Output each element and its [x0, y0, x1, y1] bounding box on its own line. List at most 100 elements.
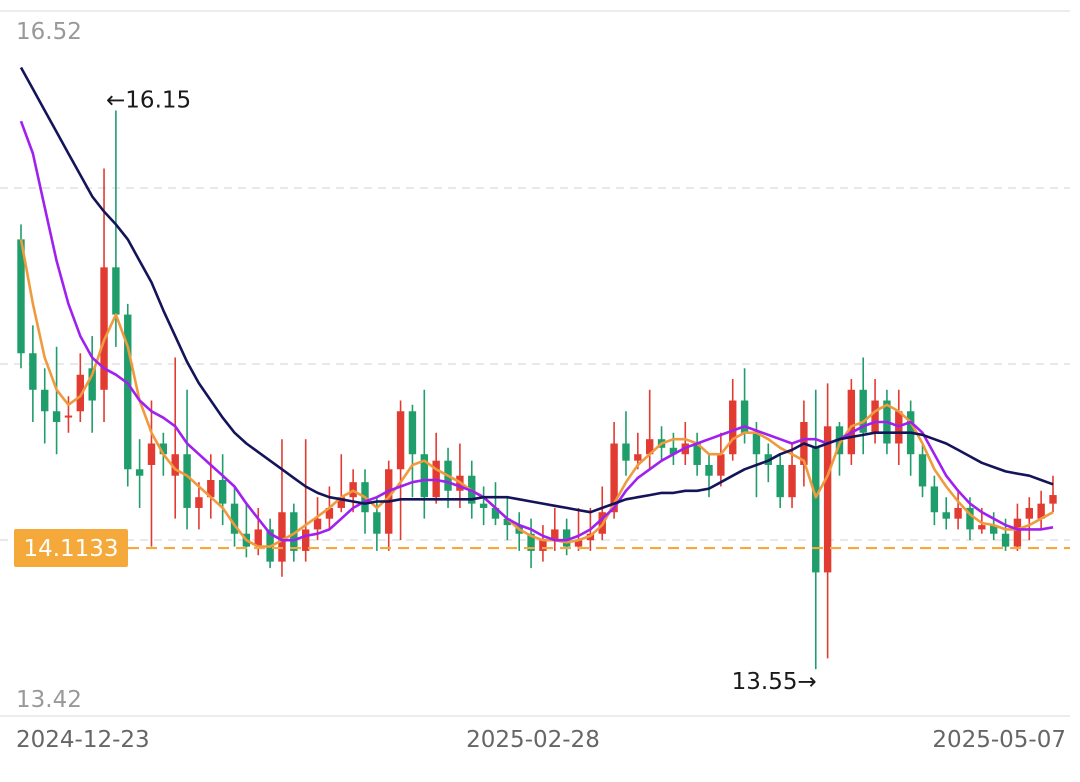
candle-body	[88, 368, 96, 401]
candle	[776, 454, 784, 508]
candle-body	[859, 389, 867, 433]
candle-body	[527, 533, 535, 551]
candle-body	[278, 512, 286, 562]
candle-body	[1049, 495, 1057, 504]
candle	[847, 379, 856, 465]
candle-body	[729, 400, 737, 455]
x-axis-date-start: 2024-12-23	[16, 727, 150, 753]
candle	[918, 443, 927, 498]
candle	[1037, 490, 1045, 530]
candle-body	[420, 454, 429, 498]
candle-body	[634, 454, 642, 461]
candle-body	[1037, 503, 1045, 519]
candle-body	[752, 432, 761, 455]
chart-grid	[0, 10, 1070, 717]
candle-body	[942, 512, 950, 519]
candle-body	[776, 464, 784, 498]
moving-average-ma2	[19, 120, 1054, 542]
candle	[278, 439, 286, 577]
candle-body	[17, 239, 25, 354]
moving-average-lines	[19, 66, 1054, 548]
candle-body	[645, 439, 654, 455]
candle	[230, 486, 239, 547]
candle	[645, 389, 654, 470]
candle-body	[551, 529, 559, 541]
candle	[420, 389, 429, 519]
candle-body	[812, 447, 820, 573]
candle	[622, 411, 630, 476]
candle	[705, 454, 713, 498]
candle-body	[195, 497, 203, 508]
candle-body	[218, 480, 227, 504]
candle	[562, 518, 571, 556]
candle-body	[124, 314, 132, 470]
candle-body	[313, 518, 322, 530]
candle-body	[978, 525, 986, 530]
candle	[693, 432, 701, 476]
candle	[218, 454, 227, 526]
candle-body	[408, 411, 417, 455]
candle-body	[871, 400, 879, 433]
candle	[183, 389, 191, 530]
moving-average-ma1	[19, 239, 1054, 548]
candle	[124, 303, 132, 487]
candle	[266, 518, 274, 569]
candle-body	[100, 267, 108, 390]
candle	[859, 357, 867, 455]
candle	[954, 490, 962, 530]
candle	[551, 507, 559, 551]
candle-body	[147, 443, 156, 465]
candle-body	[918, 454, 927, 487]
candle	[669, 432, 678, 465]
candle-body	[135, 469, 144, 476]
candle	[479, 486, 488, 526]
candle-body	[64, 415, 73, 418]
y-axis-max-label: 16.52	[16, 19, 82, 45]
candle	[812, 389, 820, 670]
candle	[385, 460, 393, 551]
candle-body	[705, 464, 713, 476]
candle-body	[622, 443, 630, 461]
x-axis-date-middle: 2025-02-28	[466, 727, 600, 753]
candle	[527, 518, 535, 569]
reference-line-group: 14.1133	[14, 529, 1070, 568]
candle-body	[396, 411, 405, 470]
candle	[574, 507, 583, 551]
candle-body	[41, 389, 49, 412]
candle-body	[930, 486, 939, 513]
candle	[942, 497, 950, 530]
reference-price-tag	[14, 529, 128, 568]
candle	[930, 475, 939, 526]
candle	[112, 110, 120, 347]
candle	[41, 368, 49, 444]
candle-body	[290, 512, 298, 551]
candle-body	[52, 411, 61, 423]
candle-body	[954, 507, 962, 519]
candle-body	[1001, 533, 1010, 547]
candle	[88, 336, 96, 433]
min-price-annotation: 13.55→	[732, 669, 817, 695]
candle	[147, 400, 156, 547]
candle	[17, 224, 25, 369]
candle-body	[373, 512, 381, 534]
candle-body	[717, 454, 725, 476]
candle-body	[847, 389, 856, 455]
candle	[301, 439, 310, 562]
candle	[717, 432, 725, 487]
candle-body	[610, 443, 618, 513]
candle	[242, 503, 251, 558]
candle-body	[966, 507, 974, 530]
candle	[740, 368, 749, 444]
candle-body	[1013, 518, 1022, 547]
candle	[1013, 503, 1022, 551]
candle-body	[1025, 507, 1033, 519]
candle-body	[693, 443, 701, 465]
candle	[823, 383, 832, 659]
candle-body	[479, 503, 488, 508]
candle-body	[740, 400, 749, 433]
candle-body	[788, 464, 796, 498]
candle	[729, 379, 737, 461]
candle-body	[491, 507, 500, 519]
candle-body	[325, 507, 334, 519]
candle	[171, 357, 179, 519]
